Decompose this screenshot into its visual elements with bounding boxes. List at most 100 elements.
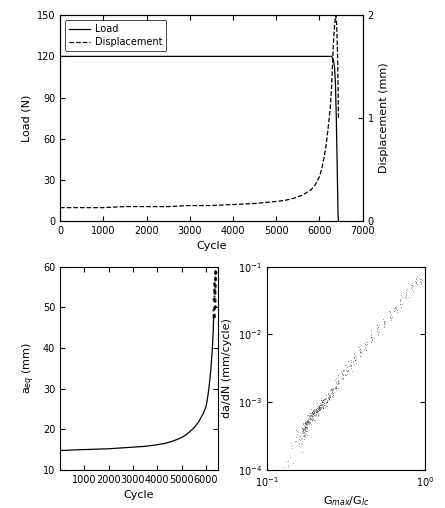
Point bbox=[307, 416, 314, 424]
Point bbox=[321, 394, 328, 402]
Point bbox=[320, 403, 327, 411]
Displacement bbox=[187, 203, 192, 209]
Point bbox=[316, 403, 323, 411]
Point bbox=[416, 270, 423, 278]
Point bbox=[335, 379, 342, 387]
Point bbox=[343, 367, 350, 375]
Point bbox=[416, 275, 423, 283]
Point bbox=[289, 440, 296, 449]
Point bbox=[316, 406, 323, 415]
Point bbox=[306, 414, 313, 422]
Point bbox=[304, 420, 311, 428]
Point bbox=[355, 343, 362, 351]
Point bbox=[413, 278, 420, 287]
Point bbox=[302, 427, 309, 435]
Line: Displacement: Displacement bbox=[60, 15, 339, 208]
Point bbox=[310, 399, 317, 407]
Point bbox=[351, 356, 358, 364]
Point bbox=[417, 278, 425, 287]
Point bbox=[323, 399, 330, 407]
Point bbox=[343, 370, 350, 378]
Point bbox=[315, 402, 322, 410]
Point bbox=[396, 300, 404, 308]
Point bbox=[298, 439, 305, 447]
Displacement bbox=[329, 84, 334, 90]
Point bbox=[375, 331, 382, 339]
Point bbox=[343, 363, 350, 371]
Point bbox=[413, 280, 420, 288]
Point bbox=[396, 295, 404, 303]
Point bbox=[357, 352, 364, 360]
Point bbox=[299, 426, 307, 434]
Point bbox=[320, 399, 328, 407]
Point bbox=[307, 411, 314, 419]
Point bbox=[334, 378, 341, 387]
Point bbox=[309, 408, 316, 417]
Point bbox=[364, 338, 371, 346]
Point bbox=[328, 388, 335, 396]
Point bbox=[299, 448, 306, 456]
Point bbox=[315, 403, 322, 411]
Point bbox=[310, 409, 317, 418]
Point bbox=[341, 371, 348, 379]
Point bbox=[308, 407, 316, 416]
Point bbox=[324, 393, 331, 401]
Load bbox=[333, 81, 338, 87]
Displacement bbox=[274, 199, 279, 205]
Point bbox=[345, 362, 352, 370]
Load bbox=[317, 53, 322, 59]
Point bbox=[332, 383, 339, 391]
Point bbox=[319, 398, 326, 406]
Point bbox=[309, 414, 316, 422]
Point bbox=[317, 396, 324, 404]
Point bbox=[322, 403, 329, 411]
Point bbox=[409, 285, 416, 294]
Point bbox=[356, 348, 364, 356]
Point bbox=[403, 290, 410, 298]
Point bbox=[294, 430, 301, 438]
Point bbox=[316, 405, 323, 413]
Point bbox=[304, 419, 311, 427]
Point bbox=[305, 420, 312, 428]
Point bbox=[332, 376, 339, 385]
Point bbox=[315, 404, 322, 412]
Displacement bbox=[299, 192, 305, 198]
Point bbox=[287, 439, 294, 447]
Point bbox=[304, 415, 311, 423]
Point bbox=[307, 420, 314, 428]
Point bbox=[339, 374, 346, 382]
Point bbox=[338, 370, 345, 378]
Displacement bbox=[335, 53, 340, 59]
Point bbox=[374, 323, 381, 331]
Point bbox=[375, 324, 382, 332]
Point bbox=[306, 412, 313, 420]
Point bbox=[320, 395, 328, 403]
Point bbox=[307, 412, 314, 421]
Point bbox=[313, 407, 320, 416]
Point bbox=[341, 361, 348, 369]
Point bbox=[309, 409, 316, 418]
Point bbox=[335, 371, 342, 379]
Load bbox=[329, 53, 334, 59]
Point bbox=[306, 415, 313, 423]
Point bbox=[318, 400, 325, 408]
Point bbox=[409, 282, 417, 291]
Point bbox=[300, 432, 307, 440]
Point bbox=[318, 394, 325, 402]
Point bbox=[329, 389, 336, 397]
Point bbox=[304, 416, 311, 424]
Load bbox=[331, 56, 336, 62]
Point bbox=[314, 404, 321, 412]
Point bbox=[311, 405, 318, 414]
Point bbox=[296, 442, 303, 451]
Point bbox=[318, 401, 325, 409]
Point bbox=[409, 279, 416, 287]
Point bbox=[313, 404, 320, 412]
Point bbox=[334, 373, 341, 381]
Point bbox=[303, 417, 310, 425]
Point bbox=[298, 427, 305, 435]
Point bbox=[318, 397, 325, 405]
Point bbox=[301, 433, 308, 441]
Point bbox=[313, 408, 320, 416]
Point bbox=[357, 347, 364, 356]
